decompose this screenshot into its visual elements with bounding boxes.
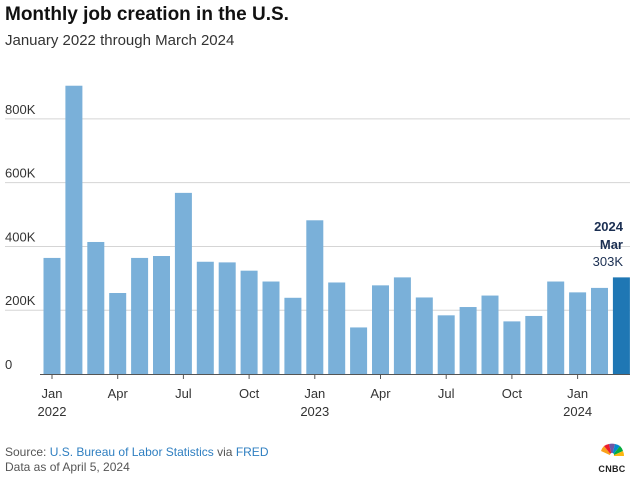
bar	[459, 307, 477, 374]
annotation-month: Mar	[600, 237, 623, 252]
x-tick-year-label: 2022	[38, 404, 67, 419]
bar	[262, 281, 280, 374]
chart-title: Monthly job creation in the U.S.	[5, 4, 289, 25]
bar	[284, 297, 302, 374]
x-tick-label: Jan	[304, 386, 325, 401]
bar	[569, 292, 587, 374]
bar	[372, 285, 389, 374]
annotation-value: 303K	[593, 254, 624, 269]
bar	[503, 321, 521, 374]
chart-subtitle: January 2022 through March 2024	[5, 32, 235, 49]
bar	[481, 295, 499, 374]
bar	[350, 327, 368, 374]
x-tick-label: Jul	[438, 386, 455, 401]
x-tick-label: Jul	[175, 386, 192, 401]
y-tick-label: 600K	[5, 166, 36, 181]
bar	[306, 220, 324, 374]
y-tick-label: 0	[5, 357, 12, 372]
bar	[525, 315, 543, 374]
x-tick-year-label: 2023	[300, 404, 329, 419]
bar-highlight	[612, 277, 630, 374]
bar	[591, 287, 608, 374]
source-via: via	[213, 445, 236, 459]
bar	[240, 270, 258, 374]
source-link-fred[interactable]: FRED	[235, 445, 269, 459]
y-tick-label: 400K	[5, 229, 36, 244]
x-tick-label: Oct	[502, 386, 523, 401]
bar	[87, 241, 105, 374]
x-tick-label: Apr	[370, 386, 391, 401]
data-date-note: Data as of April 5, 2024	[5, 460, 130, 474]
x-tick-year-label: 2024	[563, 404, 592, 419]
x-tick-label: Jan	[567, 386, 588, 401]
y-tick-label: 800K	[5, 102, 36, 117]
source-link-bls[interactable]: U.S. Bureau of Labor Statistics	[49, 445, 214, 459]
bar-chart: 0 200K 400K 600K 800K Jan 2022 Apr Jul Oct Jan 2023…	[5, 85, 630, 419]
bar	[153, 256, 170, 374]
bar	[131, 257, 149, 374]
bar	[218, 262, 236, 374]
x-tick-label: Oct	[239, 386, 260, 401]
bar	[174, 192, 192, 374]
annotation-year: 2024	[594, 219, 624, 234]
cnbc-logo: CNBC	[598, 443, 625, 474]
x-tick-label: Apr	[108, 386, 129, 401]
bar	[43, 257, 61, 374]
y-tick-label: 200K	[5, 293, 36, 308]
bar	[437, 315, 455, 374]
bar	[109, 293, 127, 374]
bar	[393, 277, 411, 374]
peacock-icon	[601, 443, 625, 457]
bar	[65, 85, 83, 375]
bar	[415, 297, 433, 374]
source-note: Source: U.S. Bureau of Labor Statistics …	[5, 445, 268, 459]
source-prefix: Source:	[5, 445, 50, 459]
bar	[196, 261, 214, 374]
bar	[547, 281, 565, 374]
x-tick-label: Jan	[42, 386, 63, 401]
bar	[328, 282, 346, 374]
logo-text: CNBC	[598, 464, 625, 474]
